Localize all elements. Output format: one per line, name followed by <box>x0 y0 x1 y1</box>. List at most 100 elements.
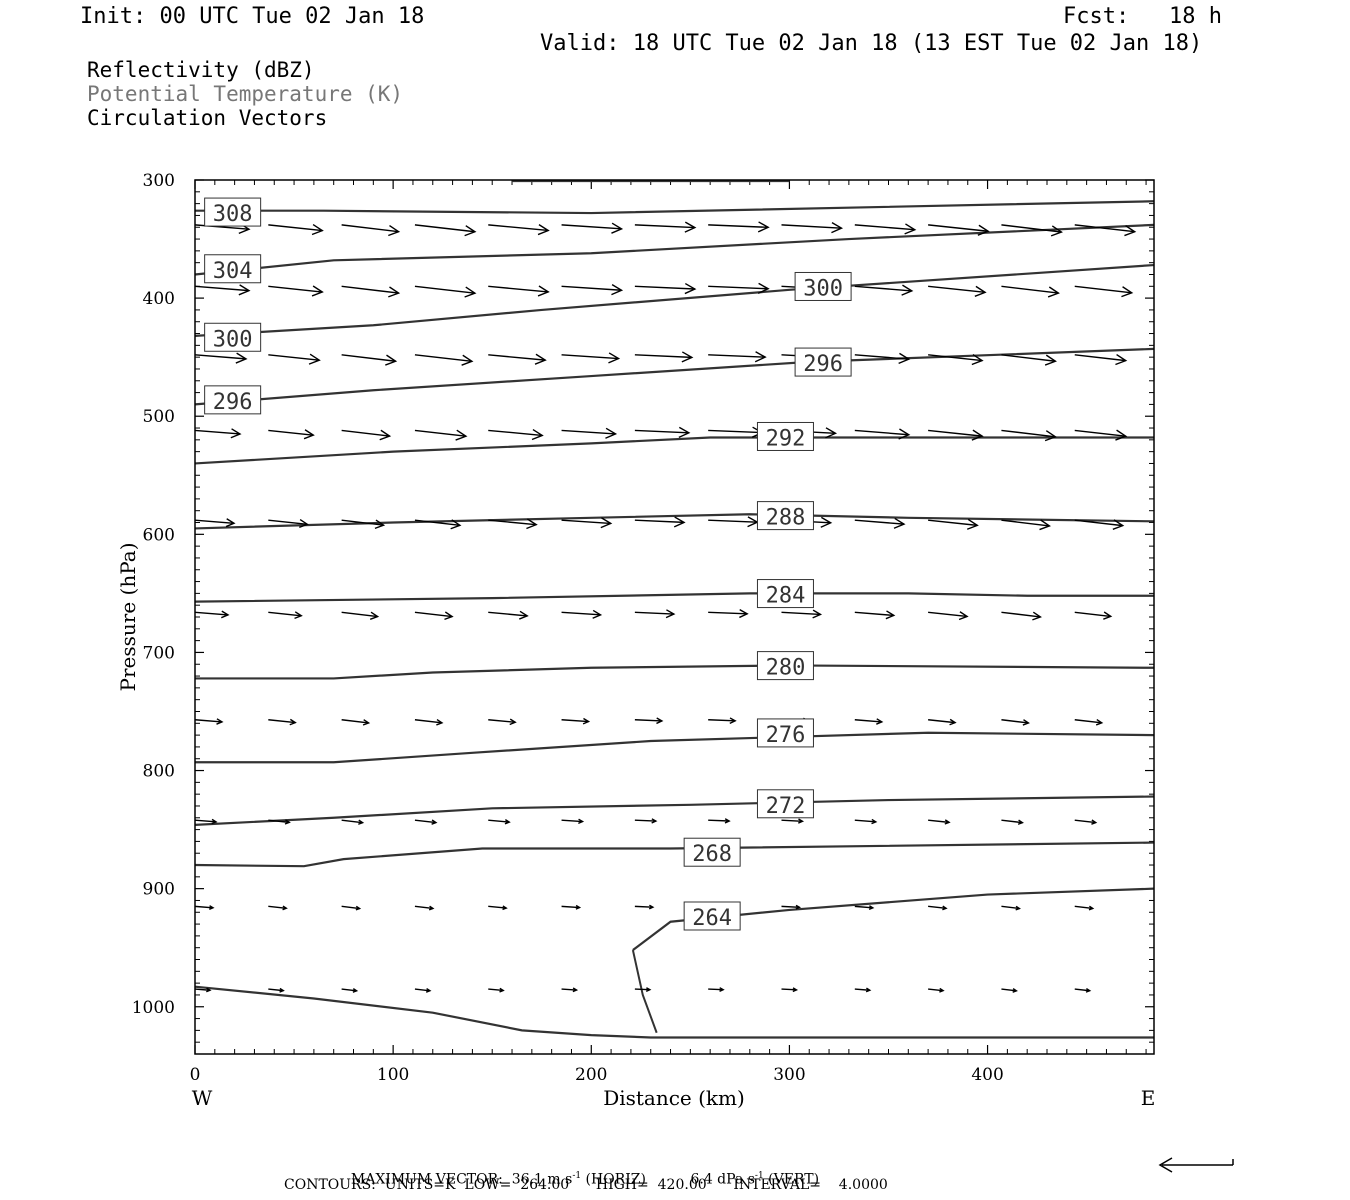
vector-head <box>757 282 770 294</box>
vector-head <box>216 718 224 725</box>
y-tick-label: 400 <box>143 289 175 309</box>
x-tick-label: 0 <box>190 1065 201 1085</box>
vector-head <box>797 818 805 824</box>
y-axis-label: Pressure (hPa) <box>116 543 140 692</box>
vector-shaft <box>928 519 978 527</box>
contour-label-box <box>756 718 814 748</box>
vector-shaft <box>414 719 443 724</box>
vector-shaft <box>268 611 302 617</box>
vector-head <box>355 905 362 911</box>
vector-shaft <box>488 988 504 992</box>
vector-shaft <box>488 519 537 526</box>
valid-time: Valid: 18 UTC Tue 02 Jan 18 (13 EST Tue … <box>540 31 1203 56</box>
vector-head <box>648 904 655 910</box>
vector-head <box>1032 611 1042 621</box>
vector-head <box>464 286 477 298</box>
vector-shaft <box>414 354 473 363</box>
vector-head <box>509 718 517 726</box>
vector-shaft <box>708 285 769 290</box>
vector-head <box>428 905 435 911</box>
vector-shaft <box>414 519 461 527</box>
vector-head <box>537 224 550 236</box>
contour-label-box <box>794 271 852 301</box>
vector-shaft <box>561 611 601 616</box>
vector-shaft <box>928 285 986 294</box>
contour-label-box <box>756 651 814 681</box>
vector-head <box>450 519 462 530</box>
vector-shaft <box>781 819 803 822</box>
vector-shaft <box>708 819 730 822</box>
vector-shaft <box>268 988 284 992</box>
vector-shaft <box>268 905 287 909</box>
theta-contour <box>194 347 1155 406</box>
vector-head <box>757 221 770 233</box>
vector-shaft <box>1074 719 1102 724</box>
theta-contour <box>195 664 1155 680</box>
vector-head <box>812 609 823 619</box>
vector-head <box>502 905 508 911</box>
vector-head <box>795 904 802 910</box>
vector-head <box>865 987 872 993</box>
vector-shaft <box>341 719 369 724</box>
vector-head <box>1022 719 1030 726</box>
y-tick-label: 500 <box>143 407 175 427</box>
vector-shaft <box>708 519 758 523</box>
vector-shaft <box>561 988 577 991</box>
theta-contour-hook <box>631 949 658 1034</box>
vector-head <box>942 905 948 911</box>
vector-head <box>1095 718 1104 726</box>
vector-head <box>303 429 315 440</box>
vector-head <box>385 354 398 366</box>
theta-contour <box>195 731 1155 764</box>
vector-shaft <box>708 611 748 615</box>
contour-label-box <box>756 421 814 451</box>
vector-head <box>871 818 878 825</box>
vector-shaft <box>268 519 308 525</box>
vector-head <box>1115 429 1128 441</box>
east-label: E <box>1141 1086 1156 1110</box>
vector-shaft <box>1074 905 1093 910</box>
vector-shaft <box>488 611 528 617</box>
vector-head <box>284 819 291 825</box>
vector-head <box>739 609 749 619</box>
vector-head <box>651 818 658 824</box>
vector-shaft <box>854 611 894 617</box>
vector-head <box>958 611 969 621</box>
y-tick-label: 1000 <box>132 998 175 1018</box>
vector-head <box>582 717 591 725</box>
vector-head <box>1044 354 1057 366</box>
contour-label-box <box>204 385 262 415</box>
vector-head <box>820 516 833 528</box>
vector-shaft <box>781 611 821 616</box>
init-time: Init: 00 UTC Tue 02 Jan 18 <box>80 4 425 29</box>
vector-shaft <box>928 354 983 362</box>
contour-label: 284 <box>766 584 806 609</box>
vector-head <box>665 609 676 619</box>
vector-head <box>684 221 697 233</box>
vector-head <box>608 352 621 364</box>
vector-shaft <box>634 719 662 722</box>
contour-label: 300 <box>803 276 843 301</box>
vector-shaft <box>1074 988 1090 992</box>
vector-shaft <box>341 988 357 992</box>
vector-head <box>531 428 544 441</box>
vector-shaft <box>561 719 589 723</box>
contour-labels: 308 304 300 300 296 296 292 288 284 280 276 272 268 2… <box>204 197 852 931</box>
vector-head <box>944 819 951 825</box>
vector-shaft <box>854 224 915 231</box>
vector-shaft <box>561 354 619 360</box>
vector-head <box>901 284 914 296</box>
max-vector-suffix: (VERT) <box>763 1171 820 1188</box>
vector-head <box>537 285 550 297</box>
y-tick-label: 300 <box>143 171 175 191</box>
theta-contour <box>194 841 1155 868</box>
vector-head <box>461 354 474 366</box>
vector-shaft <box>928 224 989 232</box>
contour-label: 300 <box>213 327 253 352</box>
vector-shaft <box>194 988 211 991</box>
vector-head <box>971 353 984 366</box>
vector-head <box>534 353 547 365</box>
vector-head <box>578 818 585 824</box>
x-tick-label: 200 <box>575 1065 607 1085</box>
